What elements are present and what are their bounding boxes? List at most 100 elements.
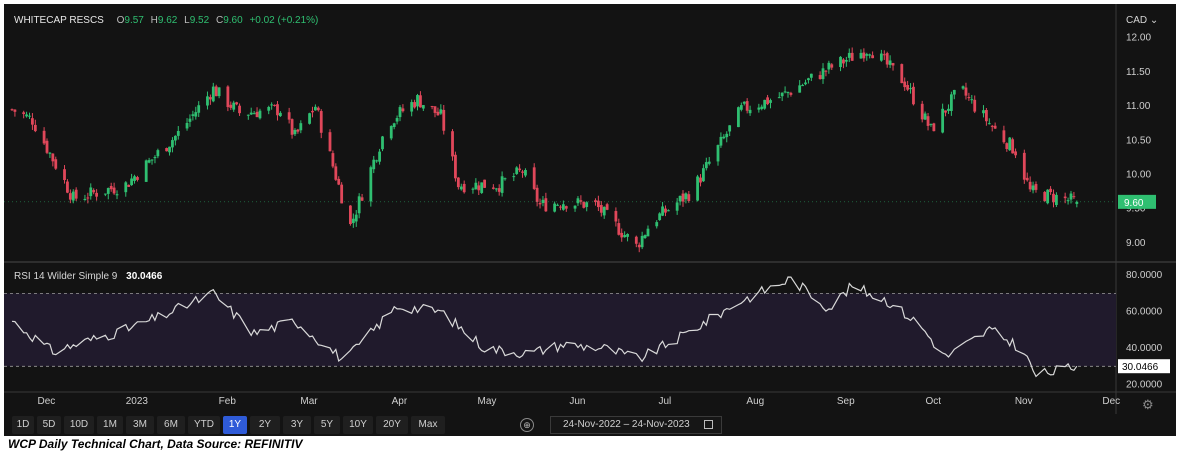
- range-button-20y[interactable]: 20Y: [376, 416, 408, 434]
- candle-body: [684, 193, 688, 200]
- candle-body: [620, 232, 624, 238]
- candle-body: [675, 202, 679, 211]
- candle-body: [436, 111, 440, 116]
- candle-body: [982, 110, 985, 114]
- compare-icon[interactable]: ⊕: [520, 418, 534, 432]
- chevron-down-icon: ⌄: [1149, 15, 1159, 26]
- candle-body: [398, 107, 402, 118]
- candle-body: [1063, 196, 1067, 199]
- candle-body: [439, 109, 443, 114]
- range-button-5y[interactable]: 5Y: [314, 416, 340, 434]
- candle-body: [497, 188, 501, 192]
- candle-body: [25, 114, 28, 117]
- candle-body: [349, 205, 352, 224]
- price-tick-label: 11.50: [1126, 67, 1151, 78]
- candle-body: [739, 105, 743, 110]
- candle-body: [947, 108, 950, 111]
- range-button-3y[interactable]: 3Y: [283, 416, 311, 434]
- candle-body: [594, 200, 597, 203]
- candle-body: [188, 118, 192, 122]
- date-range-text: 24-Nov-2022 – 24-Nov-2023: [563, 419, 690, 430]
- candle-body: [255, 111, 259, 118]
- candle-body: [389, 126, 393, 139]
- candle-body: [952, 89, 956, 95]
- candle-body: [74, 189, 78, 199]
- candle-body: [270, 104, 274, 106]
- candle-body: [798, 85, 802, 93]
- range-button-1y[interactable]: 1Y: [223, 416, 247, 434]
- range-button-1m[interactable]: 1M: [97, 416, 123, 434]
- candle-body: [728, 125, 732, 132]
- range-button-3m[interactable]: 3M: [126, 416, 154, 434]
- candle-body: [926, 116, 930, 126]
- chart-panel[interactable]: 12.00 11.50 11.00 10.50 10.00 9.50 9.00 9.60 80.…: [4, 4, 1176, 436]
- candle-body: [474, 182, 478, 190]
- candle-body: [1022, 152, 1026, 180]
- candle-body: [737, 107, 740, 128]
- candle-body: [206, 96, 209, 106]
- candle-body: [617, 223, 621, 235]
- candle-body: [340, 184, 344, 204]
- candle-body: [491, 187, 495, 189]
- candle-body: [967, 97, 971, 99]
- candle-body: [941, 108, 945, 133]
- low-value: 9.52: [189, 15, 210, 26]
- candle-body: [258, 110, 262, 119]
- candle-body: [372, 159, 376, 170]
- range-button-ytd[interactable]: YTD: [188, 416, 220, 434]
- candle-body: [984, 110, 988, 122]
- range-button-2y[interactable]: 2Y: [250, 416, 280, 434]
- candle-body: [319, 111, 323, 133]
- candle-body: [807, 78, 810, 81]
- candle-body: [500, 176, 504, 193]
- rsi-last-tag: [1118, 359, 1170, 374]
- candle-body: [375, 160, 379, 162]
- candle-body: [538, 203, 542, 205]
- candle-body: [334, 166, 338, 180]
- candle-body: [293, 129, 297, 135]
- candle-body: [176, 131, 180, 136]
- candle-body: [226, 86, 230, 108]
- chart-canvas[interactable]: 12.00 11.50 11.00 10.50 10.00 9.50 9.00 9.60 80.…: [4, 4, 1176, 414]
- candle-body: [235, 102, 239, 105]
- candle-body: [229, 104, 233, 108]
- candle-body: [115, 194, 119, 196]
- candle-body: [276, 104, 279, 116]
- currency-selector[interactable]: CAD ⌄: [1126, 15, 1159, 26]
- price-legend: WHITECAP RESCS O9.57 H9.62 L9.52 C9.60 +…: [14, 15, 319, 26]
- candle-body: [961, 86, 965, 89]
- candle-body: [687, 194, 691, 201]
- candle-body: [987, 123, 991, 125]
- range-button-10d[interactable]: 10D: [64, 416, 94, 434]
- candle-body: [614, 211, 618, 222]
- candle-body: [144, 160, 148, 182]
- range-button-6m[interactable]: 6M: [157, 416, 185, 434]
- candle-body: [559, 206, 562, 208]
- candle-body: [964, 87, 968, 96]
- candle-body: [197, 105, 201, 113]
- date-range-picker[interactable]: 24-Nov-2022 – 24-Nov-2023: [550, 416, 722, 434]
- candle-body: [602, 206, 606, 216]
- candle-body: [357, 196, 361, 214]
- candle-body: [842, 59, 845, 64]
- candle-body: [626, 234, 629, 237]
- range-button-10y[interactable]: 10Y: [343, 416, 373, 434]
- rsi-last-label: 30.0466: [1122, 362, 1159, 373]
- candle-body: [1031, 185, 1035, 191]
- candle-body: [171, 140, 174, 148]
- gear-icon[interactable]: ⚙: [1142, 397, 1154, 412]
- candle-body: [766, 97, 769, 105]
- range-button-max[interactable]: Max: [411, 416, 445, 434]
- candle-body: [844, 60, 848, 62]
- candle-body: [742, 101, 746, 104]
- candle-body: [130, 178, 134, 186]
- candle-body: [454, 154, 457, 179]
- candle-body: [637, 244, 641, 248]
- range-button-5d[interactable]: 5D: [37, 416, 61, 434]
- candle-body: [1049, 188, 1052, 193]
- candle-body: [311, 110, 314, 113]
- last-price-label: 9.60: [1124, 198, 1144, 209]
- range-button-1d[interactable]: 1D: [12, 416, 34, 434]
- candle-body: [433, 106, 437, 113]
- rsi-tick-label: 40.0000: [1126, 343, 1163, 354]
